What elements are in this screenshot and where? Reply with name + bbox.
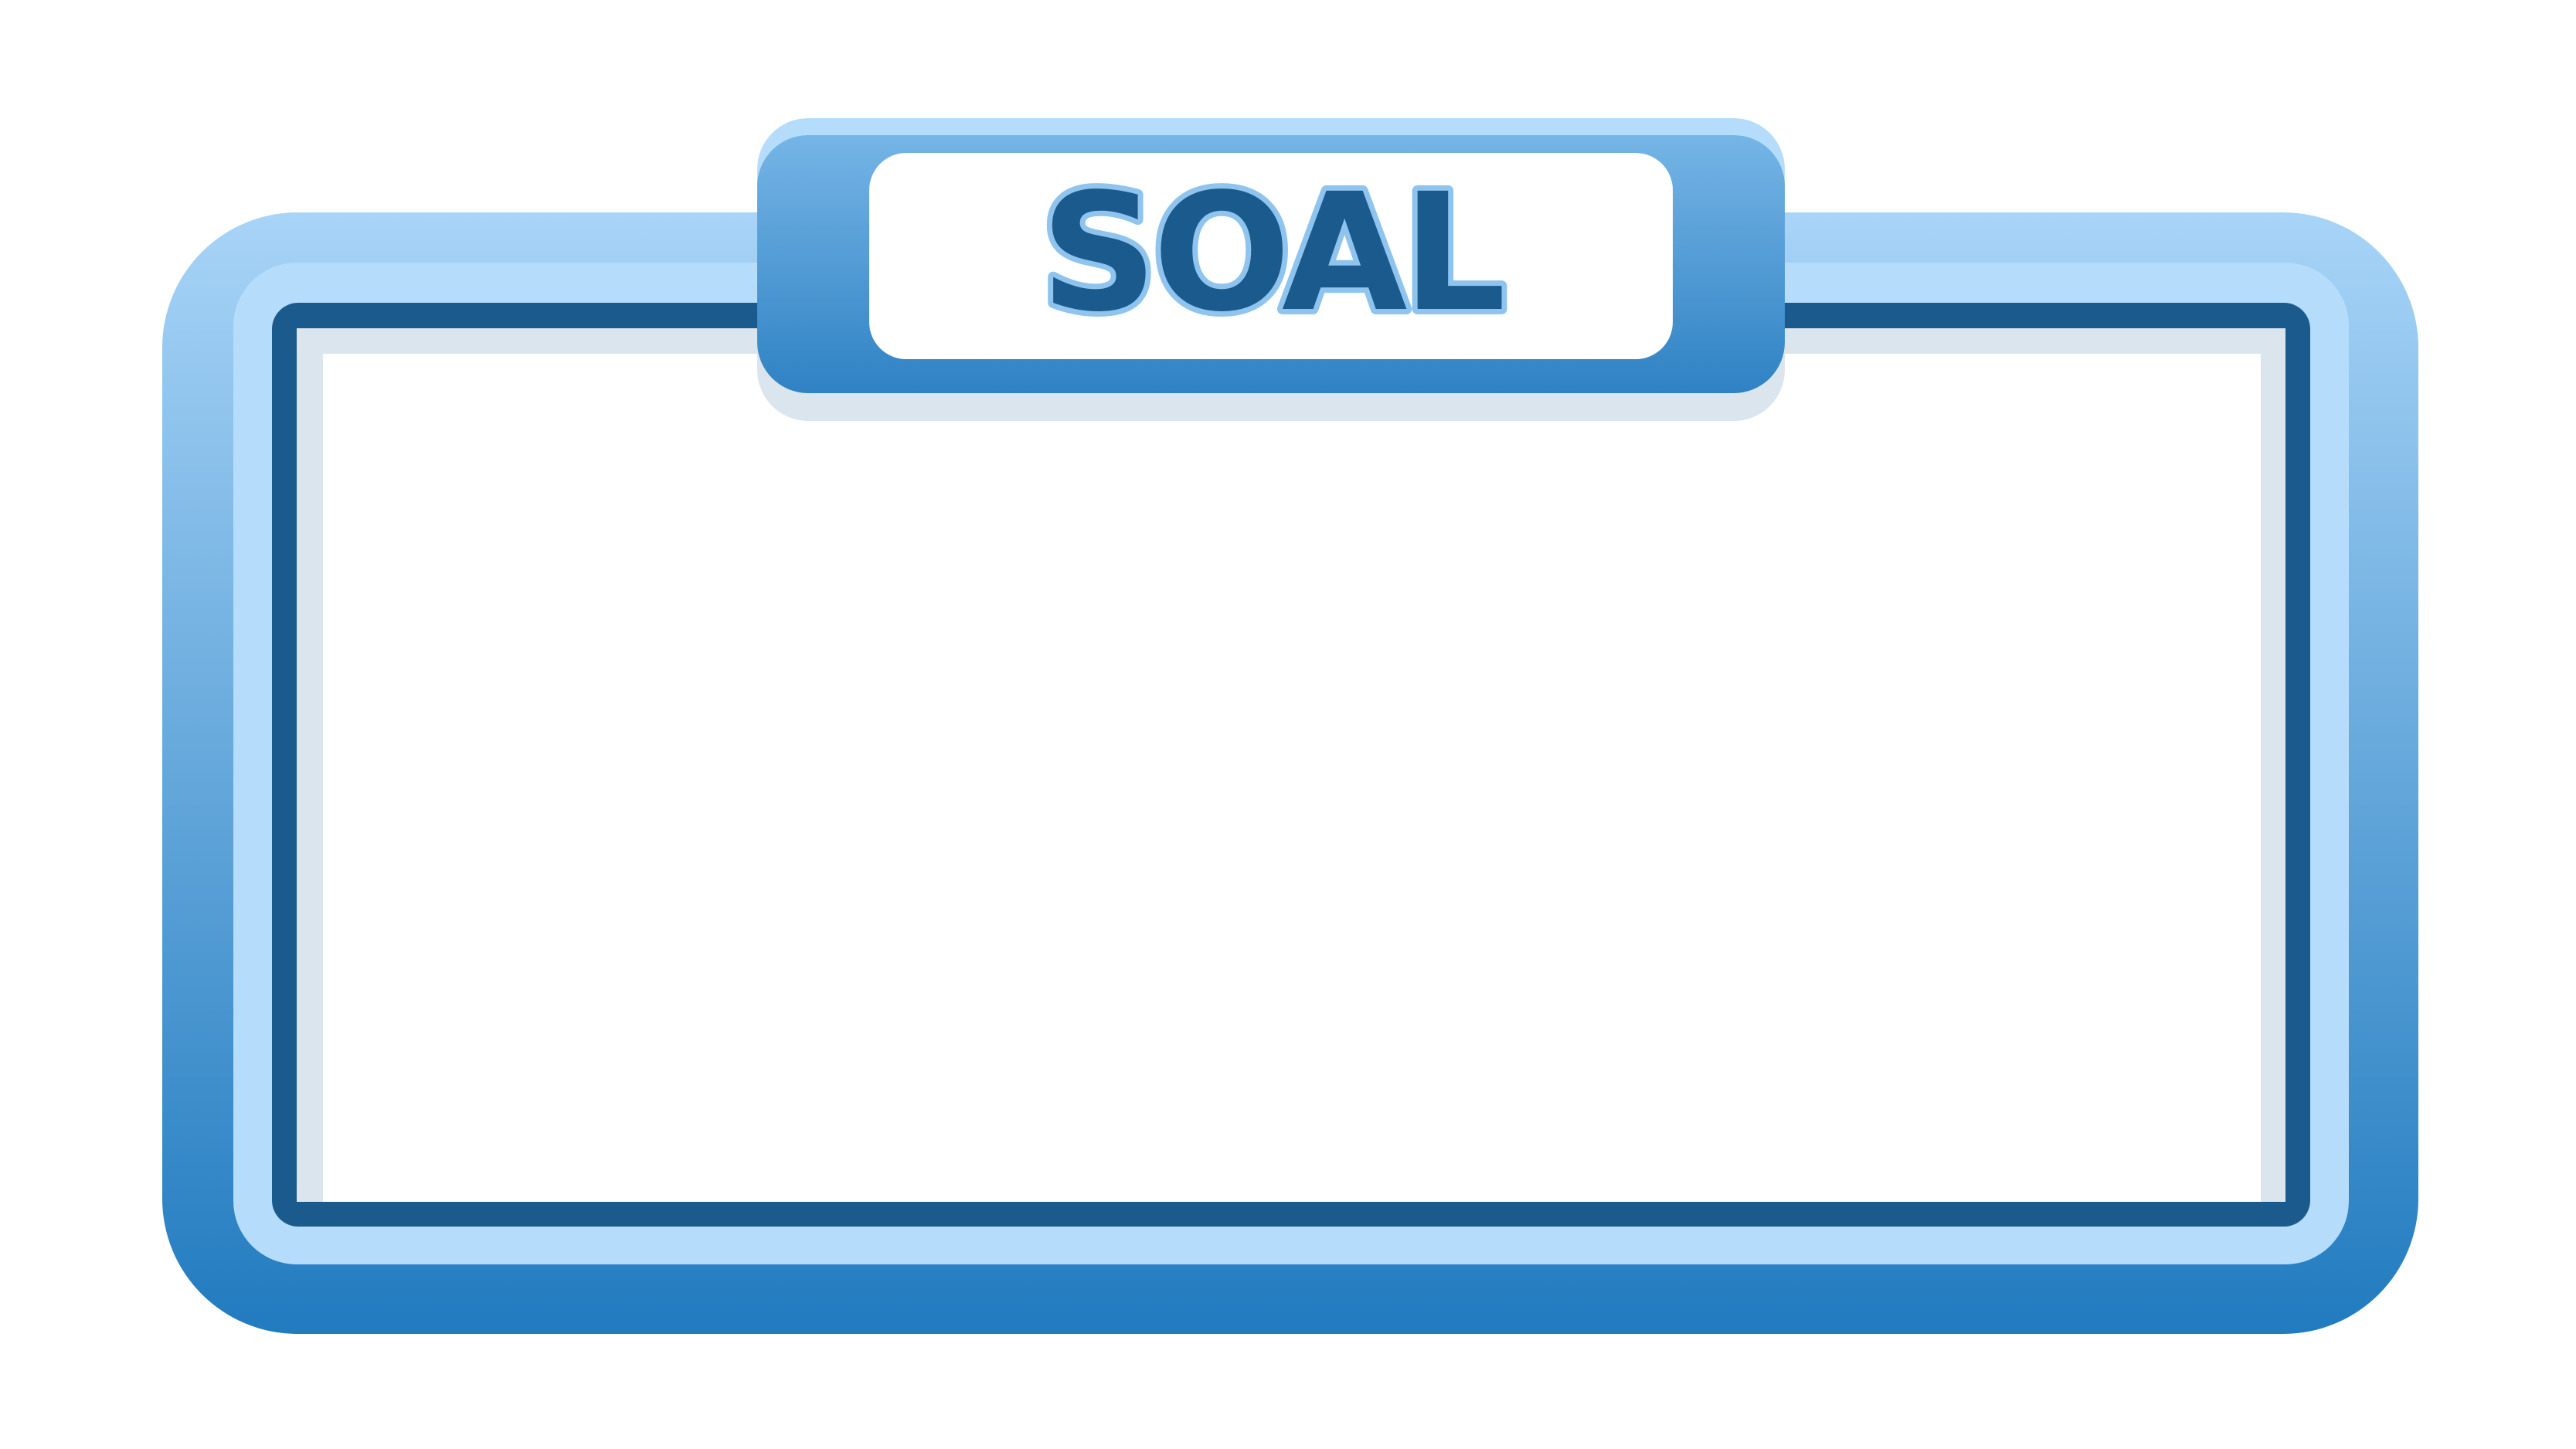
title-plate [869, 153, 1673, 359]
board-content-area [323, 354, 2261, 1202]
title-text: SOAL [1041, 158, 1503, 348]
